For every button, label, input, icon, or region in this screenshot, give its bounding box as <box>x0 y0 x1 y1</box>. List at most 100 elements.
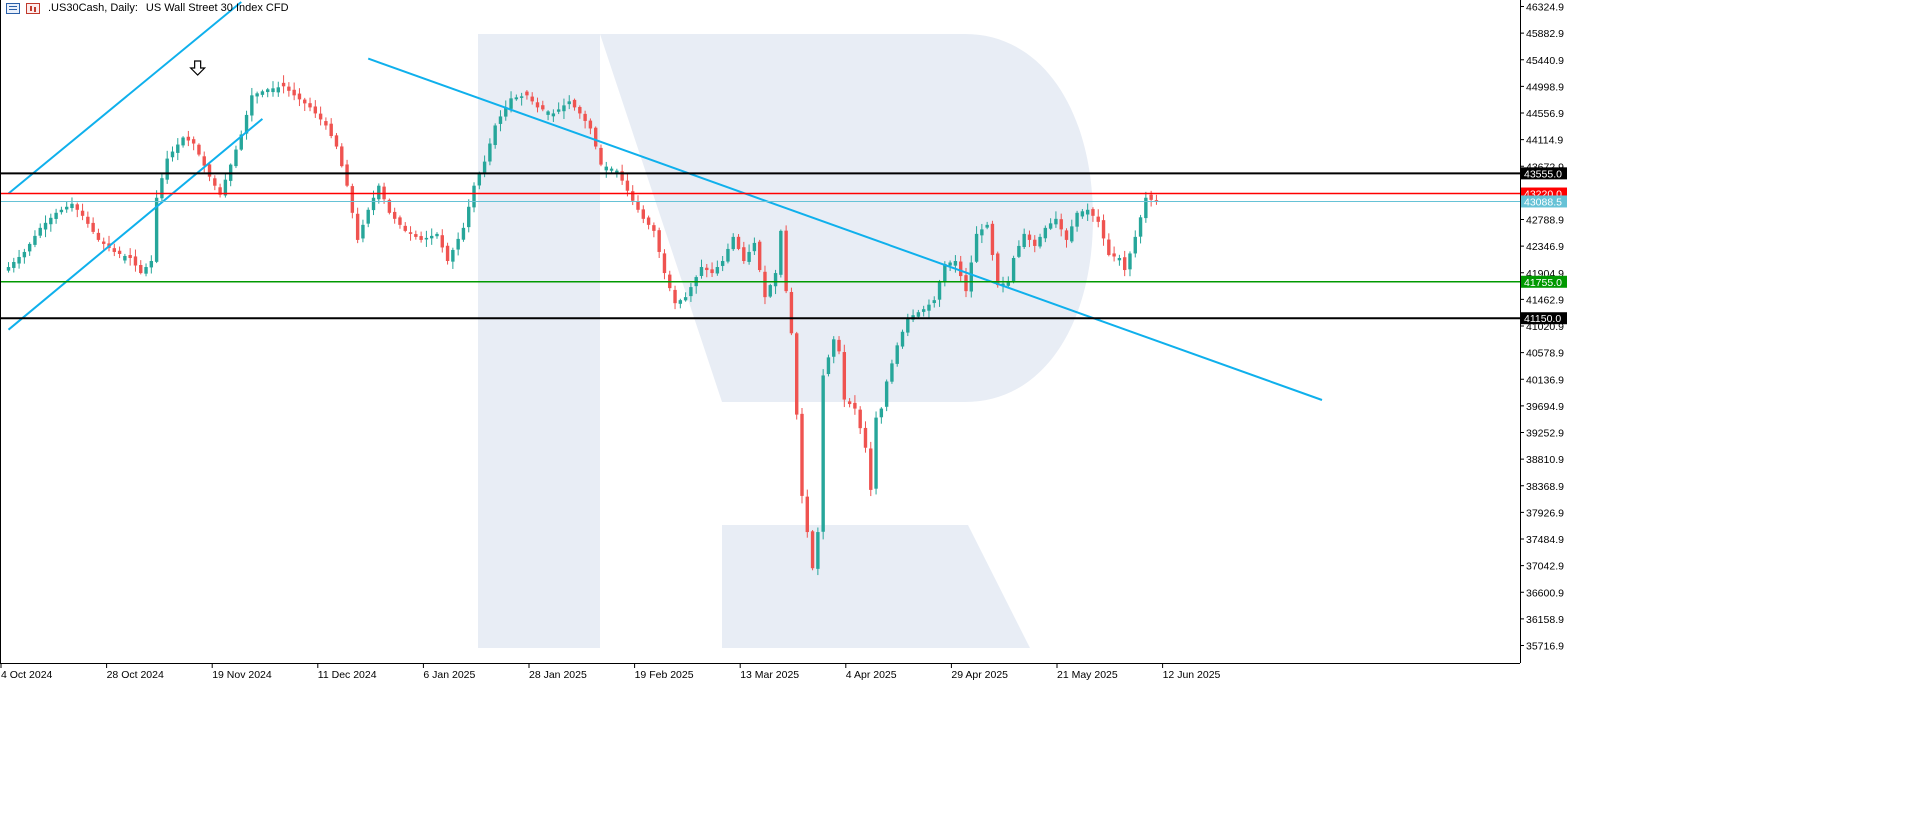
candle-body[interactable] <box>403 225 407 231</box>
list-view-icon[interactable] <box>6 2 20 14</box>
candle-body[interactable] <box>752 242 757 252</box>
candle-body[interactable] <box>27 243 32 252</box>
candle-body[interactable] <box>705 267 709 271</box>
candle-body[interactable] <box>12 262 16 268</box>
candle-body[interactable] <box>387 199 392 213</box>
candle-body[interactable] <box>281 82 286 87</box>
candle-body[interactable] <box>64 206 69 210</box>
candle-body[interactable] <box>244 114 249 134</box>
candle-body[interactable] <box>144 267 148 274</box>
candle-body[interactable] <box>662 253 667 274</box>
candle-body[interactable] <box>683 297 688 301</box>
candle-body[interactable] <box>165 158 169 180</box>
candle-body[interactable] <box>303 99 307 104</box>
candle-body[interactable] <box>742 247 746 261</box>
candle-body[interactable] <box>1022 233 1026 248</box>
candle-body[interactable] <box>837 339 841 352</box>
candle-body[interactable] <box>789 292 794 334</box>
candle-body[interactable] <box>853 402 857 409</box>
candle-body[interactable] <box>59 209 64 213</box>
candle-body[interactable] <box>879 408 884 418</box>
candle-body[interactable] <box>1101 220 1106 239</box>
candle-body[interactable] <box>631 191 635 201</box>
candle-body[interactable] <box>636 201 640 210</box>
candle-body[interactable] <box>609 168 614 171</box>
candle-body[interactable] <box>1112 253 1116 257</box>
candle-body[interactable] <box>1001 283 1005 286</box>
candle-body[interactable] <box>334 135 339 147</box>
candle-body[interactable] <box>139 265 143 274</box>
candle-body[interactable] <box>641 209 645 219</box>
candle-body[interactable] <box>255 93 259 97</box>
candle-body[interactable] <box>604 166 608 171</box>
candle-body[interactable] <box>213 178 217 186</box>
candle-body[interactable] <box>17 256 21 264</box>
candle-body[interactable] <box>33 235 37 245</box>
candle-body[interactable] <box>43 222 48 230</box>
candle-body[interactable] <box>493 125 497 146</box>
candle-body[interactable] <box>266 89 270 93</box>
candle-body[interactable] <box>1038 236 1042 247</box>
candle-body[interactable] <box>181 137 185 146</box>
candle-body[interactable] <box>1048 223 1053 229</box>
candle-body[interactable] <box>440 235 444 248</box>
candle-body[interactable] <box>1138 217 1143 237</box>
candle-body[interactable] <box>567 101 571 105</box>
candle-body[interactable] <box>239 134 243 150</box>
candle-body[interactable] <box>900 331 905 347</box>
candle-body[interactable] <box>149 260 154 268</box>
candle-body[interactable] <box>816 532 820 569</box>
candle-body[interactable] <box>250 95 254 116</box>
candle-body[interactable] <box>419 236 423 240</box>
candle-body[interactable] <box>207 164 212 177</box>
candle-body[interactable] <box>795 333 799 415</box>
downtrend-line[interactable] <box>367 57 1323 401</box>
candle-body[interactable] <box>699 267 704 276</box>
candle-body[interactable] <box>646 217 651 225</box>
candle-body[interactable] <box>467 206 471 228</box>
candle-body[interactable] <box>805 496 809 533</box>
candle-body[interactable] <box>1085 209 1090 215</box>
candle-body[interactable] <box>657 230 661 252</box>
candle-body[interactable] <box>324 121 328 126</box>
candle-body[interactable] <box>80 210 85 216</box>
candle-body[interactable] <box>826 357 831 375</box>
candle-body[interactable] <box>736 236 741 249</box>
candle-body[interactable] <box>54 212 58 219</box>
candle-body[interactable] <box>361 224 365 239</box>
candle-body[interactable] <box>482 161 487 173</box>
candle-body[interactable] <box>525 91 529 96</box>
candle-body[interactable] <box>546 111 550 115</box>
candle-body[interactable] <box>1117 257 1122 261</box>
candle-body[interactable] <box>96 232 101 240</box>
candle-body[interactable] <box>1107 239 1111 255</box>
candle-body[interactable] <box>22 251 27 258</box>
candle-body[interactable] <box>763 271 767 298</box>
candle-body[interactable] <box>112 248 116 252</box>
candle-body[interactable] <box>541 105 545 110</box>
candle-body[interactable] <box>451 249 455 262</box>
candle-body[interactable] <box>514 97 519 100</box>
channel-lower-line[interactable] <box>7 118 264 331</box>
candle-body[interactable] <box>974 233 979 262</box>
candle-body[interactable] <box>1006 282 1011 286</box>
candle-body[interactable] <box>784 230 788 292</box>
candle-body[interactable] <box>943 264 947 282</box>
candle-body[interactable] <box>1064 230 1069 240</box>
candle-body[interactable] <box>530 96 534 102</box>
candle-body[interactable] <box>1075 212 1079 227</box>
candle-body[interactable] <box>377 185 381 200</box>
candle-body[interactable] <box>223 179 228 196</box>
candle-body[interactable] <box>821 375 825 532</box>
candle-body[interactable] <box>519 96 524 98</box>
candle-body[interactable] <box>271 88 275 93</box>
candle-body[interactable] <box>371 197 376 211</box>
candle-body[interactable] <box>969 262 973 292</box>
candle-body[interactable] <box>445 245 450 261</box>
candle-body[interactable] <box>731 236 735 250</box>
candle-body[interactable] <box>800 413 804 496</box>
candle-body[interactable] <box>673 289 677 304</box>
candle-body[interactable] <box>350 186 355 213</box>
